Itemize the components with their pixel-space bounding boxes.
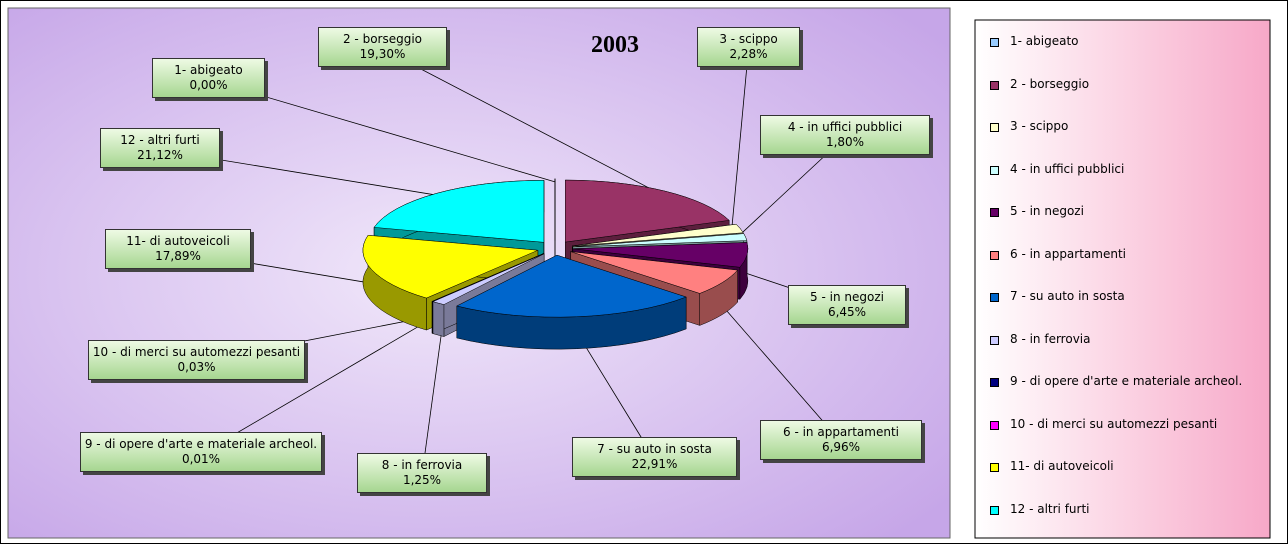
data-label-name: 8 - in ferrovia: [381, 458, 463, 472]
slice: [432, 253, 545, 305]
slice: [362, 234, 539, 331]
leader-line: [200, 314, 439, 455]
data-label: 8 - in ferrovia 1,25%: [357, 453, 487, 493]
legend-box: [974, 19, 1271, 539]
legend-swatch: [990, 378, 999, 387]
data-label-name: 3 - scippo: [719, 32, 778, 46]
data-label-value: 21,12%: [137, 148, 183, 162]
data-label-value: 6,96%: [821, 440, 861, 454]
legend-swatch: [990, 165, 999, 175]
slice: [572, 233, 748, 248]
data-label-value: 1,25%: [402, 473, 442, 487]
data-label-name: 2 - borseggio: [342, 32, 423, 46]
leader-line: [714, 296, 842, 443]
data-label-value: 2,28%: [729, 47, 768, 61]
data-label-value: 22,91%: [631, 457, 678, 471]
leader-line: [421, 316, 445, 476]
data-label-value: 0,03%: [177, 360, 216, 374]
legend-swatch: [990, 505, 999, 515]
legend-label: 8 - in ferrovia: [1010, 331, 1091, 346]
legend-swatch: [990, 420, 999, 430]
legend-label: 3 - scippo: [1010, 119, 1069, 133]
data-label-value: 0,00%: [189, 78, 228, 92]
slice: [565, 179, 730, 243]
slice: [362, 235, 539, 299]
legend-label: 6 - in appartamenti: [1010, 246, 1126, 261]
data-label-name: 5 - in negozi: [810, 290, 884, 304]
legend-swatch: [990, 80, 999, 90]
slice: [572, 242, 749, 268]
legend-swatch: [990, 463, 999, 472]
data-label: 7 - su auto in sosta 22,91%: [572, 437, 737, 477]
leader-line: [208, 79, 556, 183]
legend-label: 9 - di opere d'arte e materiale archeol.: [1010, 374, 1243, 388]
data-label-name: 7 - su auto in sosta: [597, 442, 712, 456]
slice: [570, 251, 739, 294]
data-label: 12 - altri furti 21,12%: [100, 128, 220, 168]
legend-label: 4 - in uffici pubblici: [1010, 161, 1125, 176]
legend-label: 7 - su auto in sosta: [1010, 289, 1125, 303]
legend-swatch: [990, 293, 999, 302]
data-label-value: 0,01%: [181, 452, 221, 466]
chart-title: 2003: [591, 32, 639, 58]
data-label: 10 - di merci su automezzi pesanti 0,03%: [88, 340, 305, 380]
data-label: 9 - di opere d'arte e materiale archeol.…: [80, 432, 322, 472]
legend-swatch: [990, 335, 999, 345]
data-label-value: 1,80%: [825, 135, 865, 149]
data-label: 5 - in negozi 6,45%: [788, 285, 906, 325]
legend-swatch: [990, 123, 999, 132]
legend-label: 11- di autoveicoli: [1010, 459, 1114, 473]
legend-swatch: [990, 38, 999, 47]
slice: [373, 180, 545, 243]
data-label-name: 12 - altri furti: [120, 133, 200, 147]
slice: [456, 254, 687, 318]
leader-line: [731, 48, 749, 230]
data-label: 6 - in appartamenti 6,96%: [760, 420, 922, 460]
legend-label: 1- abigeato: [1010, 34, 1079, 48]
data-label: 4 - in uffici pubblici 1,80%: [760, 115, 930, 155]
data-label: 3 - scippo 2,28%: [697, 27, 800, 67]
legend-label: 2 - borseggio: [1010, 76, 1090, 91]
slice: [572, 223, 744, 247]
data-label-name: 4 - in uffici pubblici: [787, 120, 903, 134]
legend-swatch: [990, 250, 999, 260]
data-label: 2 - borseggio 19,30%: [318, 27, 447, 67]
leader-line: [382, 48, 661, 195]
data-label-value: 19,30%: [359, 47, 406, 61]
slice: [431, 253, 544, 302]
slice-side: [432, 301, 445, 337]
data-label-name: 1- abigeato: [174, 63, 243, 77]
data-label: 1- abigeato 0,00%: [152, 58, 265, 98]
data-label-value: 6,45%: [827, 305, 867, 319]
data-label-name: 10 - di merci su automezzi pesanti: [92, 345, 301, 359]
slice: [456, 254, 687, 350]
data-label-value: 17,89%: [155, 249, 201, 263]
data-label-name: 6 - in appartamenti: [783, 425, 899, 439]
legend-swatch: [990, 208, 999, 217]
data-label: 11- di autoveicoli 17,89%: [105, 229, 251, 269]
legend-label: 5 - in negozi: [1010, 204, 1084, 218]
data-label-name: 9 - di opere d'arte e materiale archeol.: [84, 437, 318, 451]
legend-label: 12 - altri furti: [1010, 501, 1090, 516]
legend-label: 10 - di merci su automezzi pesanti: [1010, 416, 1218, 431]
data-label-name: 11- di autoveicoli: [126, 234, 230, 248]
